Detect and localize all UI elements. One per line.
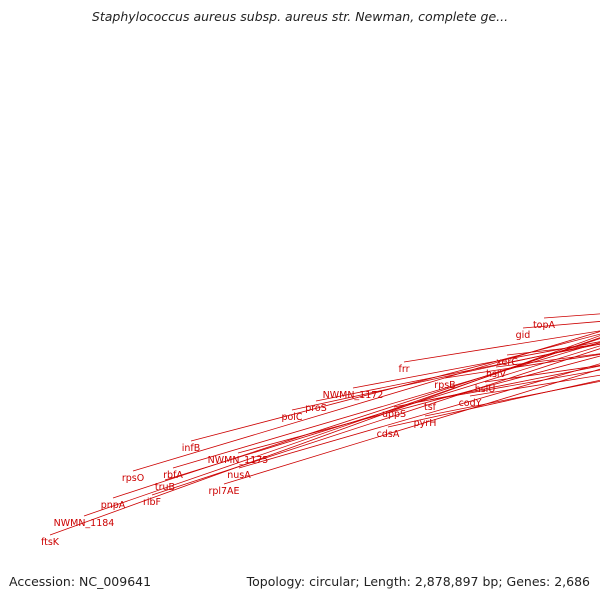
gene-label-leader bbox=[151, 348, 600, 496]
gene-label-leader bbox=[238, 363, 600, 469]
gene-label: pyrH bbox=[414, 418, 437, 429]
gene-label: xerC bbox=[496, 357, 518, 368]
gene-label: polC bbox=[281, 412, 302, 423]
gene-label-leader bbox=[237, 355, 600, 454]
gene-label: infB bbox=[182, 443, 201, 454]
gene-label-leader bbox=[352, 341, 600, 389]
gene-label-leader bbox=[223, 368, 600, 485]
gene-label: hslU bbox=[475, 384, 496, 395]
gene-label-leader bbox=[387, 379, 600, 428]
gene-label: rbfA bbox=[163, 470, 183, 481]
gene-label: NWMN_1175 bbox=[208, 455, 269, 466]
gene-label: rpsO bbox=[122, 473, 144, 484]
gene-label-leader bbox=[315, 343, 600, 402]
gene-label: topA bbox=[533, 320, 556, 331]
gene-label: uppS bbox=[382, 409, 406, 420]
gene-label-leader bbox=[291, 342, 600, 411]
gene-label-leader bbox=[83, 337, 600, 517]
gene-label-leader bbox=[190, 333, 600, 442]
gene-label-leader bbox=[543, 313, 600, 319]
gene-label: rpl7AE bbox=[208, 486, 239, 497]
gene-label: tsf bbox=[424, 402, 437, 413]
gene-label: gid bbox=[516, 330, 531, 341]
gene-label: truB bbox=[155, 482, 175, 493]
gene-label: NWMN_1172 bbox=[323, 390, 384, 401]
gene-label-leader bbox=[164, 345, 600, 481]
gene-label: rpsB bbox=[434, 380, 455, 391]
gene-label-leader bbox=[495, 353, 600, 368]
gene-label-leaders bbox=[49, 313, 600, 536]
gene-label: ftsK bbox=[41, 537, 60, 548]
gene-label: ribF bbox=[143, 497, 161, 508]
gene-label: hslV bbox=[486, 369, 507, 380]
gene-label-leader bbox=[132, 331, 600, 472]
genome-title: Staphylococcus aureus subsp. aureus str.… bbox=[91, 9, 509, 24]
gene-label-leader bbox=[522, 321, 600, 329]
gene-label: NWMN_1184 bbox=[54, 518, 115, 529]
gene-label-leader bbox=[403, 330, 600, 363]
gene-label-leader bbox=[49, 335, 600, 536]
accession-text: Accession: NC_009641 bbox=[9, 574, 152, 589]
gene-label: pnpA bbox=[101, 500, 126, 511]
gene-label: codY bbox=[459, 398, 482, 409]
gene-label-leader bbox=[172, 342, 600, 469]
genome-summary-text: Topology: circular; Length: 2,878,897 bp… bbox=[246, 574, 590, 589]
gene-label: proS bbox=[305, 403, 327, 414]
gene-label: nusA bbox=[227, 470, 251, 481]
gene-label: cdsA bbox=[377, 429, 400, 440]
gene-label-leader bbox=[393, 365, 600, 408]
gene-label: frr bbox=[399, 364, 410, 375]
